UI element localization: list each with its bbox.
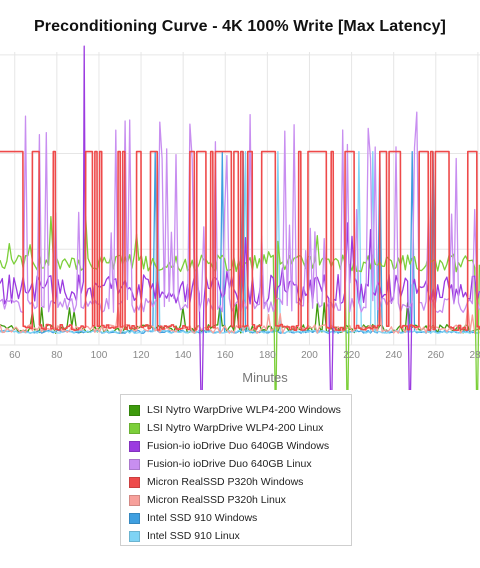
x-tick-label: 140 [175, 350, 192, 361]
legend-swatch [129, 422, 140, 434]
x-tick-labels: 60 80 100 120 140 160 180 200 220 240 260 280 [9, 350, 480, 361]
series-line-micron-realssd-p320h-windows [0, 150, 480, 332]
legend-label: Intel SSD 910 Windows [147, 512, 258, 524]
x-tick-label: 220 [343, 350, 360, 361]
legend-item[interactable]: Micron RealSSD P320h Linux [129, 491, 351, 509]
legend-label: Fusion-io ioDrive Duo 640GB Linux [147, 458, 312, 470]
series-line-intel-ssd-910-linux [0, 150, 480, 334]
chart-svg: 60 80 100 120 140 160 180 200 220 240 260 280 Minut… [0, 45, 480, 390]
legend-swatch [129, 440, 140, 452]
legend-item[interactable]: Fusion-io ioDrive Duo 640GB Linux [129, 455, 351, 473]
legend-label: Intel SSD 910 Linux [147, 530, 240, 542]
series-line-fusion-io-iodrive-duo-640gb-windows [0, 45, 480, 390]
legend-swatch [129, 476, 140, 488]
legend-label: Micron RealSSD P320h Linux [147, 494, 286, 506]
legend-swatch [129, 458, 140, 470]
legend-label: Fusion-io ioDrive Duo 640GB Windows [147, 440, 330, 452]
legend-item[interactable]: Intel SSD 910 Linux [129, 527, 351, 545]
legend-swatch [129, 404, 140, 416]
series-line-fusion-io-iodrive-duo-640gb-linux [0, 111, 480, 314]
x-tick-label: 200 [301, 350, 318, 361]
x-tick-label: 80 [51, 350, 63, 361]
x-tick-label: 120 [133, 350, 150, 361]
x-tick-label: 240 [385, 350, 402, 361]
x-axis-label: Minutes [242, 370, 288, 385]
legend-label: LSI Nytro WarpDrive WLP4-200 Linux [147, 422, 324, 434]
x-tick-label: 260 [427, 350, 444, 361]
x-tick-label: 100 [91, 350, 108, 361]
legend-item[interactable]: LSI Nytro WarpDrive WLP4-200 Windows [129, 401, 351, 419]
x-tick-label: 180 [259, 350, 276, 361]
legend-item[interactable]: LSI Nytro WarpDrive WLP4-200 Linux [129, 419, 351, 437]
x-tick-label: 280 [470, 350, 480, 361]
x-tick-label: 160 [217, 350, 234, 361]
legend-label: Micron RealSSD P320h Windows [147, 476, 304, 488]
series-line-micron-realssd-p320h-linux [0, 303, 480, 334]
chart-title: Preconditioning Curve - 4K 100% Write [M… [33, 18, 446, 35]
legend-swatch [129, 530, 140, 542]
x-tick-label: 60 [9, 350, 21, 361]
legend-item[interactable]: Intel SSD 910 Windows [129, 509, 351, 527]
legend-swatch [129, 494, 140, 506]
legend-label: LSI Nytro WarpDrive WLP4-200 Windows [147, 404, 341, 416]
legend: LSI Nytro WarpDrive WLP4-200 Windows LSI … [120, 394, 352, 546]
series-group [0, 45, 480, 390]
legend-swatch [129, 512, 140, 524]
legend-item[interactable]: Fusion-io ioDrive Duo 640GB Windows [129, 437, 351, 455]
legend-item[interactable]: Micron RealSSD P320h Windows [129, 473, 351, 491]
